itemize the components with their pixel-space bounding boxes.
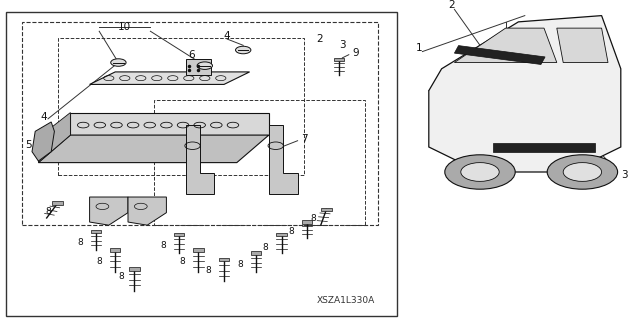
Circle shape [197,62,212,70]
Polygon shape [186,125,214,194]
Polygon shape [557,28,608,63]
Circle shape [563,163,602,182]
Text: 8: 8 [311,214,316,223]
Bar [6,12,397,316]
Circle shape [461,163,499,182]
Polygon shape [38,135,269,163]
Circle shape [236,46,251,54]
Text: 4: 4 [224,31,230,41]
Text: 8: 8 [263,242,268,252]
Text: 1: 1 [416,43,422,54]
Polygon shape [91,230,101,233]
Polygon shape [32,122,54,161]
Bar [154,100,365,225]
Text: 8: 8 [205,266,211,275]
Text: 5: 5 [26,140,32,151]
Bar [186,59,211,75]
Polygon shape [52,201,63,205]
Polygon shape [110,248,120,252]
Text: 8: 8 [97,257,102,266]
Polygon shape [174,233,184,236]
Circle shape [547,155,618,189]
Text: 8: 8 [119,272,124,281]
Polygon shape [276,233,287,236]
Polygon shape [334,57,344,61]
Polygon shape [70,113,269,135]
Text: 10: 10 [118,22,131,32]
Text: 2: 2 [317,34,323,44]
Bar [493,143,595,152]
Polygon shape [454,28,557,63]
Polygon shape [90,72,250,85]
Text: 7: 7 [301,134,307,144]
Polygon shape [219,258,229,262]
Bar [454,46,545,64]
Circle shape [111,59,126,66]
Text: 8: 8 [45,207,51,216]
Text: 8: 8 [161,241,166,250]
Polygon shape [193,248,204,252]
Polygon shape [429,16,621,172]
Bar [58,38,304,175]
Text: 9: 9 [352,48,358,58]
Polygon shape [128,197,166,225]
Text: 8: 8 [77,238,83,247]
Circle shape [445,155,515,189]
Polygon shape [269,125,298,194]
Text: 6: 6 [189,50,195,60]
Text: 1: 1 [429,134,435,144]
Polygon shape [251,251,261,255]
Text: 3: 3 [339,40,346,50]
Text: 4: 4 [40,112,47,122]
Text: 2: 2 [448,0,454,10]
Polygon shape [302,220,312,224]
Text: 8: 8 [289,227,294,236]
Polygon shape [90,197,128,225]
Text: 8: 8 [237,260,243,269]
Text: 8: 8 [180,257,185,266]
Polygon shape [129,267,140,271]
Text: 3: 3 [621,170,627,180]
Text: XSZA1L330A: XSZA1L330A [316,296,375,305]
Polygon shape [321,208,332,211]
Bar [22,22,378,225]
Polygon shape [38,113,70,163]
